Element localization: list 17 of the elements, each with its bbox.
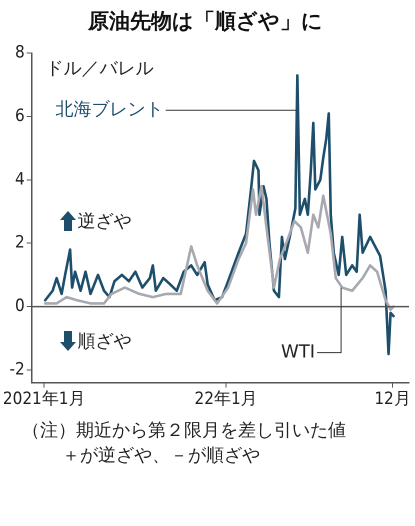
y-tick-label: 0 (14, 296, 25, 316)
annotation: 逆ざや (78, 210, 132, 234)
y-tick-label: -2 (9, 359, 25, 380)
text: 北海ブレント (56, 98, 164, 120)
y-tick-label: 2 (14, 232, 25, 253)
text: WTI (280, 341, 316, 362)
x-tick-label: 2021年1月 (2, 389, 86, 410)
x-tick-label: 22年1月 (194, 389, 258, 410)
y-tick-label: 8 (14, 42, 25, 63)
annotation: 順ざや (78, 330, 132, 354)
text: （注）期近から第２限月を差し引いた値 (22, 419, 346, 443)
y-tick-label: 6 (14, 106, 25, 126)
y-tick-label: 4 (14, 169, 25, 190)
chart-title: 原油先物は「順ざや」に (87, 9, 323, 34)
x-tick-label: 12月 (374, 389, 411, 410)
y-axis-title: ドル／バレル (46, 58, 154, 79)
text: ＋が逆ざや、－が順ざや (61, 444, 261, 468)
